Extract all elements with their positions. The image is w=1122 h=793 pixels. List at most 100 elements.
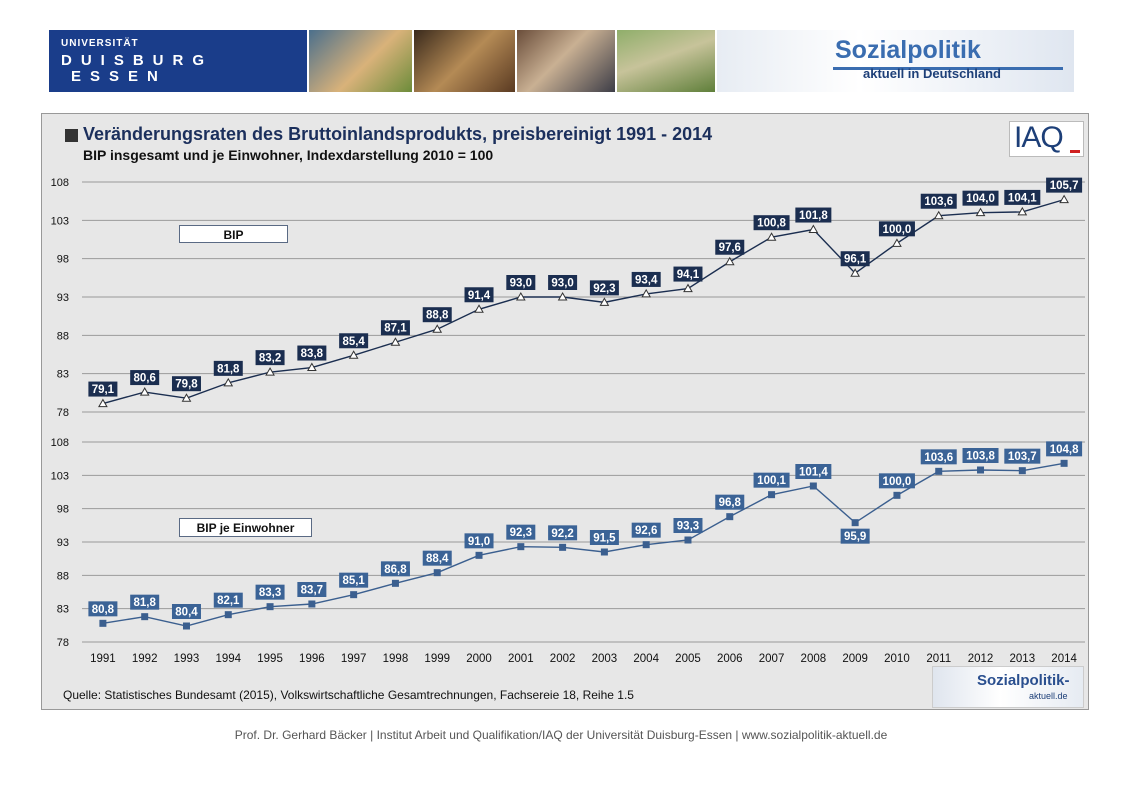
x-tick-label: 2014 [1051, 653, 1077, 665]
data-label: 83,7 [301, 585, 323, 597]
data-point-triangle [139, 387, 150, 396]
university-logo-line2: DUISBURG [61, 52, 214, 69]
data-label-box [962, 190, 999, 206]
y-tick-label: 83 [57, 369, 69, 381]
data-label-box [1046, 441, 1083, 457]
portal-title: Sozialpolitik [835, 36, 981, 64]
x-tick-label: 2006 [717, 653, 743, 665]
y-tick-label: 103 [51, 215, 69, 227]
data-point-square [1018, 467, 1026, 475]
data-label-box [255, 350, 285, 366]
x-tick-label: 2005 [675, 653, 701, 665]
data-point-square [1060, 459, 1068, 467]
data-label: 88,8 [426, 310, 449, 322]
data-point-triangle [223, 377, 234, 387]
data-label: 104,1 [1008, 192, 1037, 204]
data-label-box [715, 494, 745, 510]
data-point-square [726, 513, 734, 521]
x-tick-label: 2007 [759, 653, 785, 665]
data-label: 100,1 [757, 475, 786, 487]
data-label-box [88, 381, 118, 397]
data-label: 95,9 [844, 531, 866, 543]
data-point-triangle [683, 283, 693, 293]
data-label: 87,1 [384, 323, 407, 335]
data-label: 88,4 [426, 553, 449, 565]
data-label: 81,8 [217, 363, 240, 375]
data-label-box [589, 530, 619, 545]
data-label: 80,8 [92, 604, 115, 616]
series-label-bip: BIP [179, 225, 288, 243]
data-point-square [433, 569, 441, 577]
portal-logo-bar [833, 67, 1063, 70]
header-photo-walkers [617, 30, 715, 92]
data-label-box [297, 582, 327, 597]
data-label: 92,2 [551, 528, 573, 540]
x-tick-label: 1997 [341, 653, 367, 665]
data-label: 93,0 [510, 278, 532, 290]
data-label: 91,0 [468, 536, 490, 548]
x-tick-label: 2002 [550, 653, 576, 665]
x-tick-label: 2010 [884, 653, 910, 665]
data-label: 92,3 [510, 527, 532, 539]
data-label: 105,7 [1050, 180, 1079, 192]
data-label: 96,1 [844, 254, 867, 266]
y-tick-label: 78 [57, 637, 69, 649]
data-label: 80,4 [175, 607, 198, 619]
data-label: 80,6 [133, 373, 155, 385]
data-label-box [213, 360, 243, 376]
data-point-triangle [432, 324, 443, 333]
data-point-square [684, 536, 692, 544]
data-label-box [878, 473, 915, 489]
small-logo-domain: aktuell.de [1029, 691, 1068, 701]
y-tick-label: 88 [57, 330, 69, 342]
data-point-triangle [306, 362, 317, 372]
y-tick-label: 93 [57, 292, 69, 304]
data-label-box [171, 604, 201, 619]
data-point-square [141, 613, 149, 621]
data-point-triangle [348, 350, 359, 359]
data-label-box [380, 561, 410, 577]
x-tick-label: 1996 [299, 653, 325, 665]
data-point-triangle [181, 393, 192, 402]
data-label-box [339, 572, 369, 588]
data-label: 103,7 [1008, 451, 1037, 463]
data-point-square [391, 579, 399, 587]
data-label: 82,1 [217, 595, 240, 607]
data-point-triangle [975, 207, 986, 217]
data-point-square [224, 611, 232, 619]
y-tick-label: 83 [57, 604, 69, 616]
data-label: 100,8 [757, 218, 786, 230]
data-point-square [600, 548, 608, 556]
data-label-box [795, 464, 832, 479]
data-label-box [380, 320, 410, 336]
data-point-triangle [557, 291, 568, 301]
data-label-box [631, 522, 661, 538]
data-label-box [631, 271, 661, 287]
data-label-box [920, 193, 957, 209]
x-tick-label: 1998 [383, 653, 409, 665]
x-tick-label: 1991 [90, 653, 116, 665]
data-label: 104,8 [1050, 444, 1079, 456]
data-label: 94,1 [677, 269, 700, 281]
data-label: 79,8 [175, 379, 198, 391]
y-tick-label: 98 [57, 504, 69, 516]
data-label: 92,6 [635, 525, 657, 537]
header-photo-people [517, 30, 615, 92]
data-label: 83,3 [259, 587, 281, 599]
data-label-box [506, 275, 536, 290]
y-tick-label: 88 [57, 570, 69, 582]
data-point-triangle [474, 304, 484, 313]
data-label: 96,8 [719, 497, 742, 509]
data-label: 85,4 [342, 336, 365, 348]
x-tick-label: 1994 [215, 653, 241, 665]
data-point-square [977, 466, 985, 474]
series-line [102, 462, 1065, 627]
data-label: 79,1 [92, 384, 115, 396]
data-point-triangle [724, 256, 735, 266]
data-label: 93,4 [635, 274, 658, 286]
y-tick-label: 103 [51, 470, 69, 482]
data-point-triangle [98, 398, 108, 408]
data-label-box [840, 251, 870, 267]
x-tick-label: 2001 [508, 653, 534, 665]
